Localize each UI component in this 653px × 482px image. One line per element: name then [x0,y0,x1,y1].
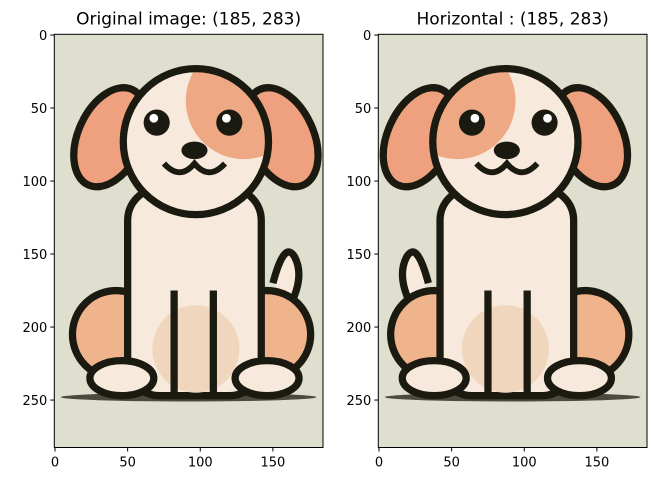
x-tick-label: 150 [584,456,609,471]
y-tick-label: 50 [355,102,372,117]
y-tick-label: 250 [346,394,371,409]
x-tick-label: 50 [119,456,136,471]
x-tick-label: 100 [188,456,213,471]
axes-title: Original image: (185, 283) [76,9,301,29]
axes-frame [377,33,648,449]
y-tick-label: 0 [39,29,47,44]
dog-picture [54,34,332,447]
x-tick-label: 150 [260,456,285,471]
y-tick-label: 200 [346,321,371,336]
y-tick-label: 150 [22,248,47,263]
image [54,34,332,447]
x-tick-label: 0 [375,456,383,471]
y-tick-label: 200 [22,321,47,336]
x-tick-label: 100 [512,456,537,471]
dog-picture [369,34,647,447]
y-tick-label: 250 [22,394,47,409]
x-tick-label: 50 [443,456,460,471]
x-tick-label: 0 [51,456,59,471]
y-tick-label: 0 [363,29,371,44]
image [369,34,647,447]
axes-title: Horizontal : (185, 283) [416,9,608,29]
axes-frame [53,33,324,449]
y-tick-label: 50 [31,102,48,117]
y-tick-label: 100 [346,175,371,190]
y-tick-label: 150 [346,248,371,263]
y-tick-label: 100 [22,175,47,190]
